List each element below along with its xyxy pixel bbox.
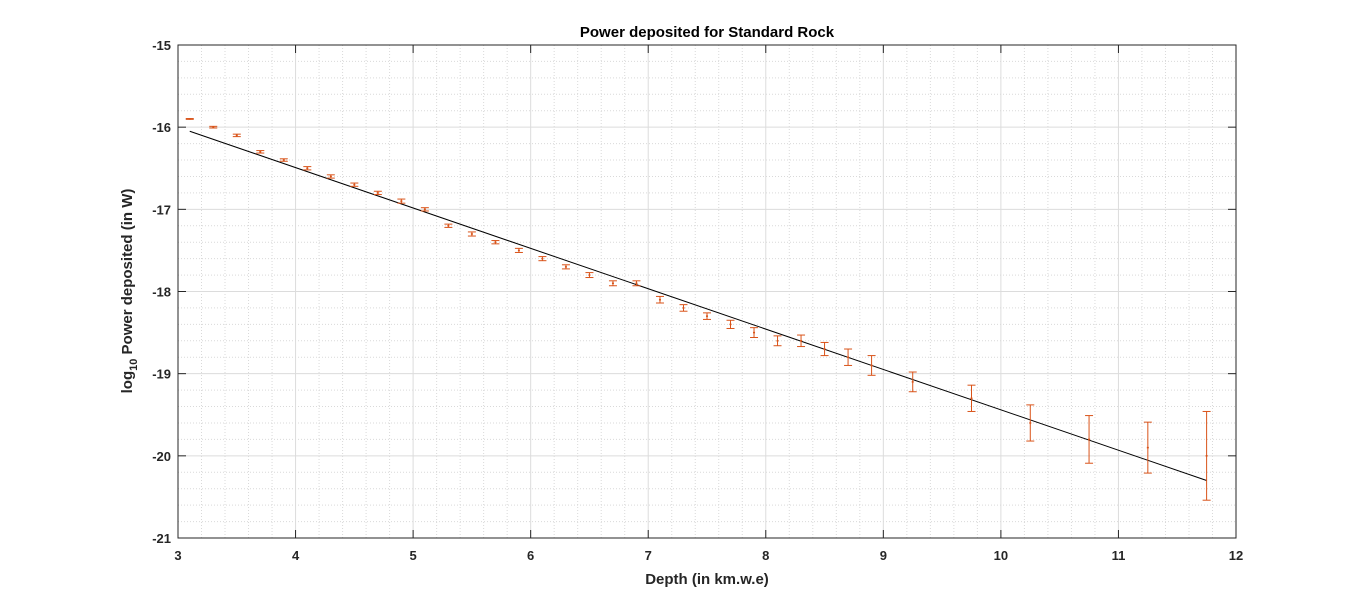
- y-axis-label-subscript: 10: [128, 359, 140, 371]
- y-tick-label: -15: [152, 38, 171, 53]
- y-axis-label-prefix: log: [119, 371, 136, 394]
- y-tick-label: -18: [152, 285, 171, 300]
- tick-marks: [177, 44, 1237, 539]
- errorbar-layer: [185, 118, 1211, 501]
- x-tick-label: 7: [645, 548, 652, 563]
- errorbar-point: [908, 371, 917, 393]
- errorbar-point: [397, 198, 406, 204]
- errorbar-point: [373, 190, 382, 196]
- x-tick-label: 11: [1112, 548, 1126, 563]
- errorbar-point: [420, 207, 429, 212]
- errorbar-point: [820, 341, 829, 357]
- x-tick-label: 3: [174, 548, 181, 563]
- errorbar-point: [326, 174, 335, 179]
- errorbar-point: [538, 256, 547, 262]
- errorbar-point: [444, 223, 453, 228]
- errorbar-point: [491, 240, 500, 245]
- y-tick-label: -21: [152, 531, 171, 546]
- errorbar-point: [209, 125, 218, 129]
- errorbar-point: [967, 384, 976, 412]
- x-tick-label: 9: [880, 548, 887, 563]
- errorbar-point: [279, 158, 288, 162]
- y-axis-label-suffix: Power deposited (in W): [119, 189, 136, 359]
- y-tick-label: -16: [152, 120, 171, 135]
- chart-title: Power deposited for Standard Rock: [580, 24, 835, 41]
- y-tick-label: -17: [152, 202, 171, 217]
- fit-line-layer: [189, 130, 1207, 481]
- x-tick-label: 5: [409, 548, 416, 563]
- errorbar-point: [1026, 404, 1035, 442]
- errorbar-point: [655, 295, 664, 304]
- errorbar-point: [514, 247, 523, 253]
- errorbar-point: [726, 319, 735, 329]
- y-axis-label: log10 Power deposited (in W): [119, 189, 140, 394]
- errorbar-point: [632, 280, 641, 287]
- errorbar-point: [773, 335, 782, 347]
- errorbar-point: [797, 334, 806, 348]
- errorbar-point: [185, 118, 194, 120]
- x-axis-label: Depth (in km.w.e): [645, 571, 769, 588]
- errorbar-point: [679, 304, 688, 312]
- errorbar-point: [232, 133, 241, 138]
- errorbar-point: [608, 280, 617, 287]
- fit-line: [189, 130, 1207, 481]
- errorbar-point: [844, 348, 853, 366]
- errorbar-point: [703, 312, 711, 320]
- y-tick-labels: -15 -16 -17 -18 -19 -20 -21: [152, 38, 171, 546]
- y-tick-label: -20: [152, 449, 171, 464]
- errorbar-point: [750, 327, 759, 339]
- errorbar-point: [350, 182, 359, 187]
- errorbar-point: [256, 150, 265, 154]
- errorbar-point: [1202, 410, 1211, 501]
- errorbar-point: [561, 264, 570, 270]
- y-tick-label: -19: [152, 367, 171, 382]
- x-tick-label: 12: [1229, 548, 1243, 563]
- errorbar-point: [303, 166, 312, 171]
- x-tick-label: 4: [292, 548, 300, 563]
- x-tick-label: 10: [994, 548, 1008, 563]
- errorbar-point: [1143, 421, 1152, 474]
- x-tick-label: 8: [762, 548, 769, 563]
- errorbar-point: [467, 231, 476, 237]
- errorbar-point: [1085, 415, 1094, 464]
- errorbar-point: [867, 355, 876, 376]
- x-tick-labels: 3 4 5 6 7 8 9 10 11 12: [174, 548, 1243, 563]
- errorbar-point: [585, 272, 594, 279]
- x-tick-label: 6: [527, 548, 534, 563]
